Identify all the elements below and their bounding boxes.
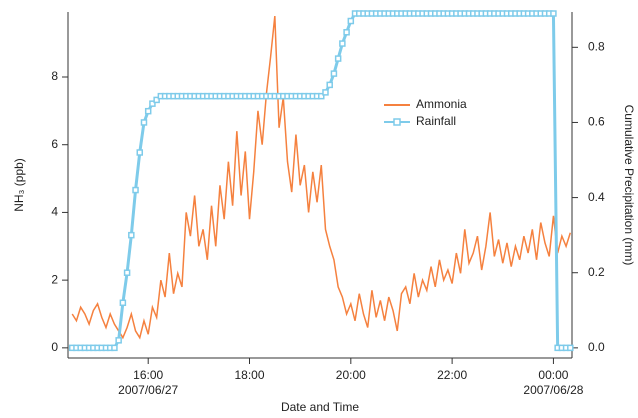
- y-tick-label: 4: [51, 205, 58, 219]
- x-tick-label: 16:00 2007/06/27: [118, 368, 178, 397]
- series-line: [72, 12, 571, 350]
- marker: [550, 10, 557, 17]
- y2-tick-label: 0.0: [588, 340, 605, 354]
- marker: [149, 100, 156, 107]
- y2-tick-label: 0.6: [588, 115, 605, 129]
- x-tick-label: 00:00 2007/06/28: [523, 368, 583, 397]
- x-tick-label: 20:00: [336, 368, 366, 382]
- y2-tick-label: 0.2: [588, 265, 605, 279]
- marker: [115, 337, 122, 344]
- marker: [119, 299, 127, 307]
- y2-axis-title: Cumulative Precipitation (mm): [622, 105, 636, 266]
- legend-marker: [393, 118, 401, 126]
- marker: [140, 119, 148, 126]
- y2-tick-label: 0.8: [588, 39, 605, 53]
- marker: [347, 17, 355, 25]
- marker: [339, 40, 346, 47]
- y-tick-label: 8: [51, 69, 58, 83]
- marker: [334, 55, 342, 62]
- x-tick-label: 22:00: [437, 368, 467, 382]
- legend-label: Ammonia: [416, 97, 467, 111]
- y-tick-label: 2: [51, 272, 58, 286]
- x-tick-label: 18:00: [234, 368, 264, 382]
- y-axis-title: NH₃ (ppb): [12, 158, 26, 212]
- marker: [318, 92, 325, 100]
- y2-tick-label: 0.4: [588, 190, 605, 204]
- legend-label: Rainfall: [416, 114, 456, 128]
- marker: [123, 269, 131, 276]
- y-tick-label: 6: [51, 137, 58, 151]
- marker: [128, 231, 135, 239]
- marker: [567, 344, 574, 352]
- marker: [153, 96, 160, 104]
- marker: [326, 81, 333, 89]
- y-tick-label: 0: [51, 340, 58, 354]
- series-line: [71, 15, 572, 340]
- legend-box: [379, 93, 491, 133]
- marker: [144, 107, 152, 115]
- marker: [343, 29, 350, 36]
- marker: [322, 89, 329, 96]
- marker: [136, 149, 144, 156]
- x-axis-title: Date and Time: [281, 400, 359, 414]
- marker: [132, 186, 139, 194]
- marker: [111, 344, 118, 352]
- marker: [330, 70, 338, 77]
